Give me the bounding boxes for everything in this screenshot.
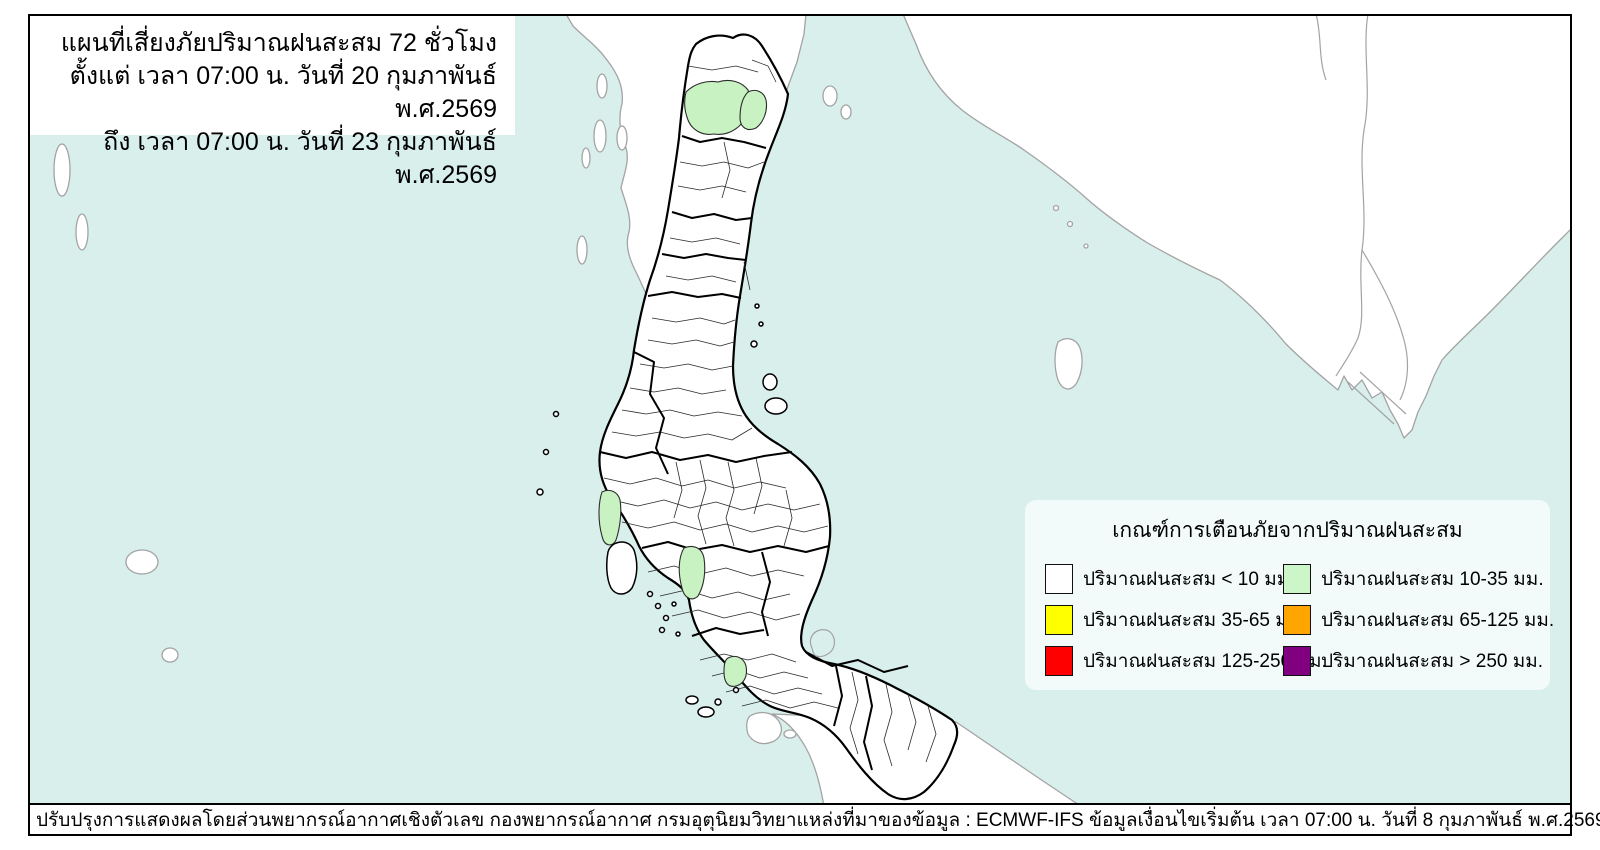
- map-period-from: ตั้งแต่ เวลา 07:00 น. วันที่ 20 กุมภาพัน…: [69, 62, 497, 123]
- map-period-to: ถึง เวลา 07:00 น. วันที่ 23 กุมภาพันธ์ พ…: [103, 128, 497, 189]
- highlighted-district: [678, 545, 706, 600]
- legend-title: เกณฑ์การเตือนภัยจากปริมาณฝนสะสม: [1112, 519, 1463, 542]
- province-borders: [599, 135, 909, 771]
- legend-item-label: ปริมาณฝนสะสม 10-35 มม.: [1321, 569, 1544, 590]
- footer-data-source: แหล่งที่มาของข้อมูล : ECMWF-IFS ข้อมูลเง…: [796, 809, 1600, 831]
- legend-color-swatch: [1045, 646, 1073, 676]
- map-title: แผนที่เสี่ยงภัยปริมาณฝนสะสม 72 ชั่วโมง: [60, 29, 497, 57]
- district-borders: [603, 59, 937, 767]
- legend-item: ปริมาณฝนสะสม 65-125 มม.: [1283, 605, 1554, 635]
- legend-item: ปริมาณฝนสะสม 125-250 มม.: [1045, 646, 1327, 676]
- highlighted-district: [739, 89, 768, 131]
- legend-color-swatch: [1045, 564, 1073, 594]
- songkhla-lagoon: [809, 629, 835, 658]
- legend-item-label: ปริมาณฝนสะสม < 10 มม.: [1083, 569, 1295, 590]
- thai-peninsula: [598, 33, 959, 801]
- legend-box: เกณฑ์การเตือนภัยจากปริมาณฝนสะสม ปริมาณฝน…: [1025, 500, 1554, 690]
- legend-color-swatch: [1045, 605, 1073, 635]
- rivers: [1315, 15, 1409, 425]
- legend-item: ปริมาณฝนสะสม > 250 มม.: [1283, 646, 1554, 676]
- island-phu-quoc: [1054, 337, 1083, 390]
- legend-item: ปริมาณฝนสะสม < 10 มม.: [1045, 564, 1295, 594]
- highlighted-district: [598, 489, 622, 546]
- legend-color-swatch: [1283, 564, 1311, 594]
- legend-color-swatch: [1283, 646, 1311, 676]
- land-cambodia-vietnam: [902, 15, 1571, 439]
- title-box: แผนที่เสี่ยงภัยปริมาณฝนสะสม 72 ชั่วโมง ต…: [30, 16, 515, 189]
- footer-credit: ปรับปรุงการแสดงผลโดยส่วนพยากรณ์อากาศเชิง…: [36, 809, 797, 831]
- island-phuket: [606, 541, 638, 595]
- legend-item-label: ปริมาณฝนสะสม 35-65 มม.: [1083, 610, 1306, 631]
- legend-item-label: ปริมาณฝนสะสม > 250 มม.: [1321, 651, 1544, 672]
- legend-item-label: ปริมาณฝนสะสม 125-250 มม.: [1083, 651, 1327, 672]
- footer-bar: ปรับปรุงการแสดงผลโดยส่วนพยากรณ์อากาศเชิง…: [30, 803, 1600, 834]
- legend-item-label: ปริมาณฝนสะสม 65-125 มม.: [1321, 610, 1555, 631]
- legend-color-swatch: [1283, 605, 1311, 635]
- legend-item: ปริมาณฝนสะสม 10-35 มม.: [1283, 564, 1554, 594]
- legend-grid: ปริมาณฝนสะสม < 10 มม. ปริมาณฝนสะสม 10-35…: [1045, 559, 1554, 681]
- highlighted-districts: [598, 79, 768, 687]
- legend-item: ปริมาณฝนสะสม 35-65 มม.: [1045, 605, 1306, 635]
- island-langkawi: [746, 711, 783, 745]
- highlighted-district: [723, 655, 748, 687]
- thai-islands: [536, 303, 788, 718]
